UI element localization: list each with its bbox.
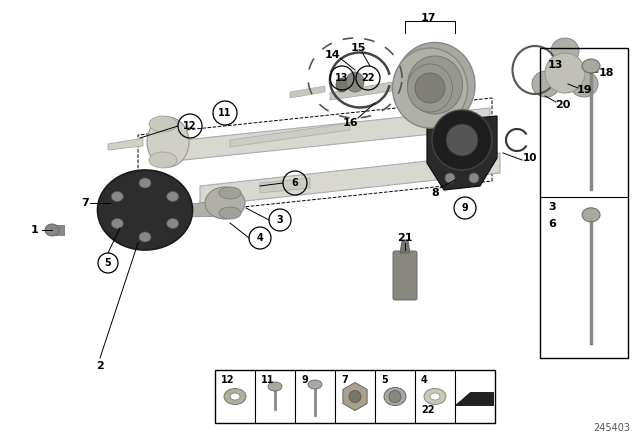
Text: 1: 1: [31, 225, 39, 235]
Ellipse shape: [532, 71, 560, 97]
Ellipse shape: [582, 59, 600, 73]
Bar: [215, 370, 495, 423]
Polygon shape: [200, 153, 500, 206]
Ellipse shape: [551, 38, 579, 64]
Text: 11: 11: [218, 108, 232, 118]
Circle shape: [389, 391, 401, 402]
Text: 4: 4: [421, 375, 428, 385]
Polygon shape: [108, 138, 143, 150]
Polygon shape: [400, 240, 410, 253]
Circle shape: [349, 391, 361, 402]
Ellipse shape: [570, 71, 598, 97]
Ellipse shape: [582, 208, 600, 222]
Polygon shape: [330, 82, 392, 100]
Bar: [540, 48, 628, 358]
Circle shape: [446, 124, 478, 156]
Ellipse shape: [111, 191, 124, 202]
Text: 13: 13: [548, 60, 563, 70]
Polygon shape: [427, 116, 497, 190]
Ellipse shape: [346, 72, 364, 92]
Ellipse shape: [147, 117, 189, 167]
Ellipse shape: [111, 219, 124, 228]
Text: 20: 20: [556, 100, 571, 110]
Text: 22: 22: [421, 405, 435, 415]
Ellipse shape: [395, 43, 475, 128]
Polygon shape: [185, 198, 235, 217]
Text: 14: 14: [324, 50, 340, 60]
Ellipse shape: [268, 382, 282, 391]
Text: 21: 21: [397, 233, 413, 243]
Polygon shape: [260, 178, 310, 193]
Ellipse shape: [149, 116, 177, 132]
Text: 4: 4: [257, 233, 264, 243]
Ellipse shape: [139, 232, 151, 242]
Ellipse shape: [149, 152, 177, 168]
Text: 10: 10: [523, 153, 537, 163]
Circle shape: [415, 73, 445, 103]
Ellipse shape: [166, 191, 179, 202]
Text: 3: 3: [276, 215, 284, 225]
Ellipse shape: [224, 388, 246, 405]
Ellipse shape: [384, 388, 406, 405]
Circle shape: [469, 173, 479, 183]
Circle shape: [545, 53, 585, 93]
Text: 5: 5: [104, 258, 111, 268]
Polygon shape: [230, 123, 350, 147]
Text: 8: 8: [431, 188, 439, 198]
Ellipse shape: [430, 393, 440, 400]
Bar: [52, 225, 64, 235]
Ellipse shape: [408, 56, 463, 114]
Text: 15: 15: [350, 43, 365, 53]
Text: 7: 7: [81, 198, 89, 208]
Text: 18: 18: [598, 68, 614, 78]
Text: 22: 22: [361, 73, 375, 83]
Polygon shape: [290, 86, 325, 98]
Text: 3: 3: [548, 202, 556, 212]
Text: 13: 13: [335, 73, 349, 83]
Ellipse shape: [424, 388, 446, 405]
Text: 7: 7: [341, 375, 348, 385]
Polygon shape: [455, 392, 493, 405]
Text: 12: 12: [221, 375, 234, 385]
Ellipse shape: [139, 178, 151, 188]
Ellipse shape: [230, 393, 240, 400]
Text: 19: 19: [577, 85, 593, 95]
Ellipse shape: [219, 207, 241, 219]
Text: 9: 9: [461, 203, 468, 213]
Ellipse shape: [45, 224, 59, 236]
Ellipse shape: [408, 64, 452, 112]
Text: 6: 6: [548, 219, 556, 229]
Circle shape: [432, 110, 492, 170]
Text: 6: 6: [292, 178, 298, 188]
Text: 17: 17: [420, 13, 436, 23]
Text: 16: 16: [342, 118, 358, 128]
Text: 11: 11: [261, 375, 275, 385]
Text: 9: 9: [301, 375, 308, 385]
Ellipse shape: [336, 78, 348, 92]
Polygon shape: [155, 108, 490, 163]
FancyBboxPatch shape: [393, 251, 417, 300]
Ellipse shape: [166, 219, 179, 228]
Text: 245403: 245403: [593, 423, 630, 433]
Text: 2: 2: [96, 361, 104, 371]
Ellipse shape: [219, 187, 241, 199]
Text: 5: 5: [381, 375, 388, 385]
Ellipse shape: [308, 380, 322, 389]
Text: 12: 12: [183, 121, 196, 131]
Ellipse shape: [392, 48, 467, 128]
Ellipse shape: [205, 187, 245, 219]
Ellipse shape: [97, 170, 193, 250]
Circle shape: [445, 173, 455, 183]
